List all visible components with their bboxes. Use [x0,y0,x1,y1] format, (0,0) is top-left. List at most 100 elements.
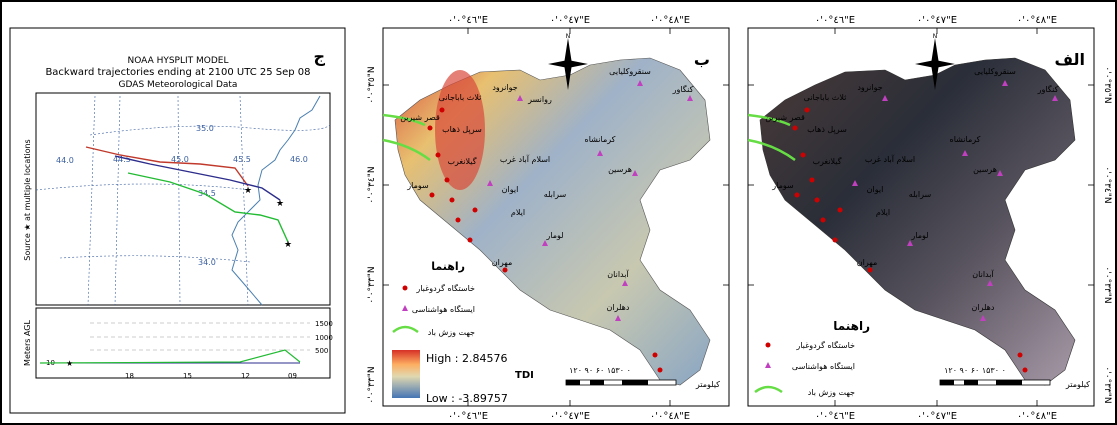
map-a-north-arrow-icon: N [915,33,955,90]
lat-lon-grid [35,95,331,306]
place-b-0: سنقروکلیایی [609,67,651,76]
map-b-place-labels: سنقروکلیایی کنگاور جوانرود روانسر ثلاث ب… [400,67,693,312]
map-a-wind-arrows [747,113,796,162]
place-b-3: روانسر [527,95,552,104]
trajectory-red [85,146,249,187]
map-b-legend-wind-icon [392,325,419,334]
map-a-ticks [748,28,1094,406]
source-star-3: ★ [284,240,292,250]
map-a-legend-title: راهنما [833,319,870,333]
place-b-6: قصر شیرین [400,113,440,122]
map-a-panel-letter: الف [1054,50,1085,69]
map-b-scale-unit: کیلومتر [695,380,720,389]
map-b-wind-arrows [382,113,431,162]
map-a-lat-35: ٣٥°٠'٠"N [1102,66,1112,103]
place-b-11: ایوان [502,185,519,194]
time-label-09: 09 [288,372,297,380]
lat-label-345: 34.5 [198,189,216,198]
hysplit-panel-letter: ج [313,47,325,66]
place-a-6: کرمانشاه [950,135,981,144]
time-label-12: 12 [241,372,250,380]
time-label-15: 15 [183,372,192,380]
hysplit-subtitle: Backward trajectories ending at 2100 UTC… [45,67,310,78]
height-trace-green [39,349,301,364]
map-b-top-lon-47: ٤٧°٠'٠"E [550,15,590,26]
map-a-dust-markers [792,107,1028,373]
place-a-15: مهران [857,258,877,267]
place-b-2: جوانرود [492,83,517,92]
hysplit-data-source: GDAS Meteorological Data [119,80,238,90]
height-plot-area [35,307,331,379]
map-a-scale-numbers: ۱۲۰ ۹۰ ۶۰ ۱۵۳۰ ۰ [944,366,1006,375]
map-b-top-lon-48: ٤٨°٠'٠"E [650,15,690,26]
map-b-lat-33: ٣٣°٠'٠"N [367,266,377,303]
map-a-legend-wind: جهت وزش باد [808,388,855,397]
map-a-bottom-lon-48: ٤٨°٠'٠"E [1017,411,1057,422]
map-b-legend-station: ایستگاه هواشناسی [412,304,475,314]
place-b-10: گیلانغرب [447,156,476,166]
map-b-legend-dust: خاستگاه گردوغبار [415,283,475,293]
place-a-5: قصر شیرین [765,113,805,122]
map-a-top-lon-46: ٤٦°٠'٠"E [815,15,855,26]
place-a-16: آبدانان [972,269,994,279]
trajectory-green [127,172,289,243]
place-b-8: هرسین [608,165,632,174]
map-a-station-markers [852,80,1058,321]
place-a-3: جوانرود [857,83,882,92]
height-label-500: 500 [315,347,328,355]
map-b-panel-letter: ب [694,50,710,69]
place-b-5: سرپل ذهاب [442,125,482,134]
map-a-bottom-lon-47: ٤٧°٠'٠"E [917,411,957,422]
tdi-high-label: High : 2.84576 [426,352,507,365]
map-b-panel: ٤٦°٠'٠"E ٤٧°٠'٠"E ٤٨°٠'٠"E ٤٦°٠'٠"E ٤٧°٠… [367,15,730,422]
place-b-12: سرابله [544,190,567,199]
source-star-2: ★ [276,199,284,209]
map-a-province-shape [759,57,1076,386]
lat-label-34: 34.0 [198,258,216,267]
lon-label-455: 45.5 [233,155,251,164]
place-a-7: هرسین [973,165,997,174]
lon-label-45: 45.0 [171,155,189,164]
svg-text:N: N [933,33,938,40]
svg-text:N: N [566,33,571,40]
map-a-lat-33: ٣٣°٠'٠"N [1102,266,1112,303]
map-a-top-lon-48: ٤٨°٠'٠"E [1017,15,1057,26]
place-a-17: دهلران [972,303,995,312]
place-b-17: آبدانان [607,269,629,279]
map-b-legend-dust-icon [402,285,408,291]
map-a-place-labels: سنقروکلیایی کنگاور ثلاث باباجانی جوانرود… [765,67,1058,312]
map-b-bottom-lon-48: ٤٨°٠'٠"E [650,411,690,422]
map-b-bottom-lon-47: ٤٧°٠'٠"E [550,411,590,422]
height-start-star: ★ [66,359,73,368]
map-a-legend-dust-icon [765,342,771,348]
map-a-scale-bar [939,379,1051,386]
place-b-18: دهلران [607,303,630,312]
place-a-10: ایوان [867,185,884,194]
lon-label-46: 46.0 [290,155,308,164]
lon-label-445: 44.5 [113,155,131,164]
map-b-bottom-lon-46: ٤٦°٠'٠"E [448,411,488,422]
map-b-dust-markers [427,107,663,373]
map-b-legend-wind: جهت وزش باد [428,328,475,337]
map-b-legend-station-icon [402,305,408,311]
agl-axis-label: Meters AGL [23,320,32,366]
place-b-7: کرمانشاه [585,135,616,144]
map-a-legend-wind-icon [754,385,783,394]
map-b-lat-35: ٣٥°٠'٠"N [367,66,377,103]
height-label-1500: 1500 [315,320,333,328]
tdi-color-ramp [392,350,420,398]
hysplit-model-title: NOAA HYSPLIT MODEL [128,56,229,66]
map-b-station-markers [487,80,693,321]
map-a-lat-33b: ٣٣°٠'٠"N [1102,366,1112,403]
map-a-legend-station: ایستگاه هواشناسی [792,361,855,371]
map-b-legend-title: راهنما [431,260,465,273]
place-b-4: ثلاث باباجانی [439,93,482,102]
place-a-2: ثلاث باباجانی [804,93,847,102]
map-b-north-arrow-icon: N [548,33,588,90]
map-b-top-lon-46: ٤٦°٠'٠"E [448,15,488,26]
tdi-label: TDI [515,370,534,381]
map-a-legend-station-icon [765,362,771,368]
place-a-0: سنقروکلیایی [974,67,1016,76]
place-a-14: لومار [910,231,928,240]
